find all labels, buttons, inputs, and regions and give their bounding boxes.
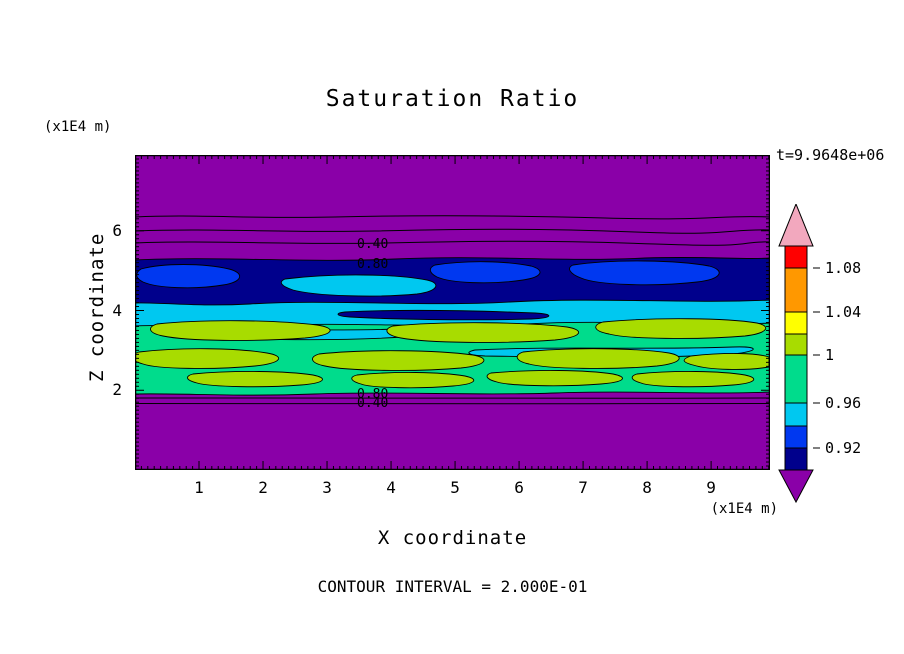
blob-blue-center xyxy=(429,261,541,284)
blob-chartreuse xyxy=(631,371,755,388)
x-tick-label: 4 xyxy=(386,478,396,497)
colorbar-segment-yellow xyxy=(784,311,808,335)
x-tick-label: 7 xyxy=(578,478,588,497)
x-tick-label: 2 xyxy=(258,478,268,497)
plot-frame xyxy=(135,155,770,470)
colorbar-segment-cyan xyxy=(784,402,808,427)
y-tick-label: 6 xyxy=(112,220,122,240)
blob-blue-right xyxy=(569,260,720,286)
blob-blue-left xyxy=(136,264,240,289)
contour-plot-area: 0.40 0.80 0.80 0.40 xyxy=(135,155,770,470)
y-tick-label: 2 xyxy=(112,380,122,400)
contour-line-lower-2 xyxy=(135,402,770,405)
blob-chartreuse xyxy=(187,371,323,388)
time-annotation: t=9.9648e+06 xyxy=(776,146,885,164)
colorbar-segment-purple xyxy=(778,469,814,504)
colorbar: 1.08 1.04 1 0.96 0.92 xyxy=(778,204,861,504)
contour-label-lower-040: 0.40 xyxy=(357,396,388,411)
blob-chartreuse xyxy=(683,353,770,370)
x-axis-unit-label: (x1E4 m) xyxy=(710,501,778,517)
blob-chartreuse xyxy=(516,348,680,369)
blob-cyan-in-navy xyxy=(280,274,437,297)
colorbar-segment-spring_green xyxy=(784,354,808,404)
streak-navy-in-green xyxy=(337,310,550,321)
blob-chartreuse xyxy=(595,318,767,339)
x-tick-label: 1 xyxy=(194,478,204,497)
blob-chartreuse xyxy=(386,322,579,343)
contour-label-upper-080: 0.80 xyxy=(357,257,388,272)
blob-chartreuse xyxy=(312,350,485,371)
x-axis-title: X coordinate xyxy=(377,527,528,549)
contour-line-lower-1 xyxy=(135,397,770,399)
colorbar-segment-blue xyxy=(784,425,808,449)
colorbar-segment-pink xyxy=(778,204,814,247)
colorbar-segment-orange xyxy=(784,267,808,313)
colorbar-segment-chartreuse xyxy=(784,333,808,356)
contour-label-lower-080: 0.80 xyxy=(357,387,388,402)
colorbar-tick-label: 0.92 xyxy=(825,439,861,457)
y-tick-label: 4 xyxy=(112,300,122,320)
colorbar-tick-label: 1 xyxy=(825,346,834,364)
blob-chartreuse xyxy=(135,348,279,369)
colorbar-tick-label: 0.96 xyxy=(825,394,861,412)
y-axis-title: Z coordinate xyxy=(86,232,108,382)
x-tick-label: 8 xyxy=(642,478,652,497)
blob-chartreuse xyxy=(351,372,475,389)
colorbar-segment-red xyxy=(784,245,808,269)
x-tick-label: 3 xyxy=(322,478,332,497)
y-axis-unit-label: (x1E4 m) xyxy=(44,119,112,135)
x-tick-label: 5 xyxy=(450,478,460,497)
contour-label-upper-040: 0.40 xyxy=(357,237,388,252)
chart-title: Saturation Ratio xyxy=(325,86,580,112)
colorbar-tick-label: 1.08 xyxy=(825,259,861,277)
colorbar-tick-label: 1.04 xyxy=(825,303,861,321)
blob-chartreuse xyxy=(150,320,331,341)
blob-chartreuse xyxy=(486,370,623,387)
contour-interval-caption: CONTOUR INTERVAL = 2.000E-01 xyxy=(317,577,588,596)
x-tick-label: 9 xyxy=(706,478,716,497)
colorbar-segment-navy xyxy=(784,447,808,471)
contour-line-upper-1 xyxy=(135,215,770,220)
x-tick-label: 6 xyxy=(514,478,524,497)
contour-line-upper-3 xyxy=(135,240,770,246)
contour-line-upper-2 xyxy=(135,228,770,234)
